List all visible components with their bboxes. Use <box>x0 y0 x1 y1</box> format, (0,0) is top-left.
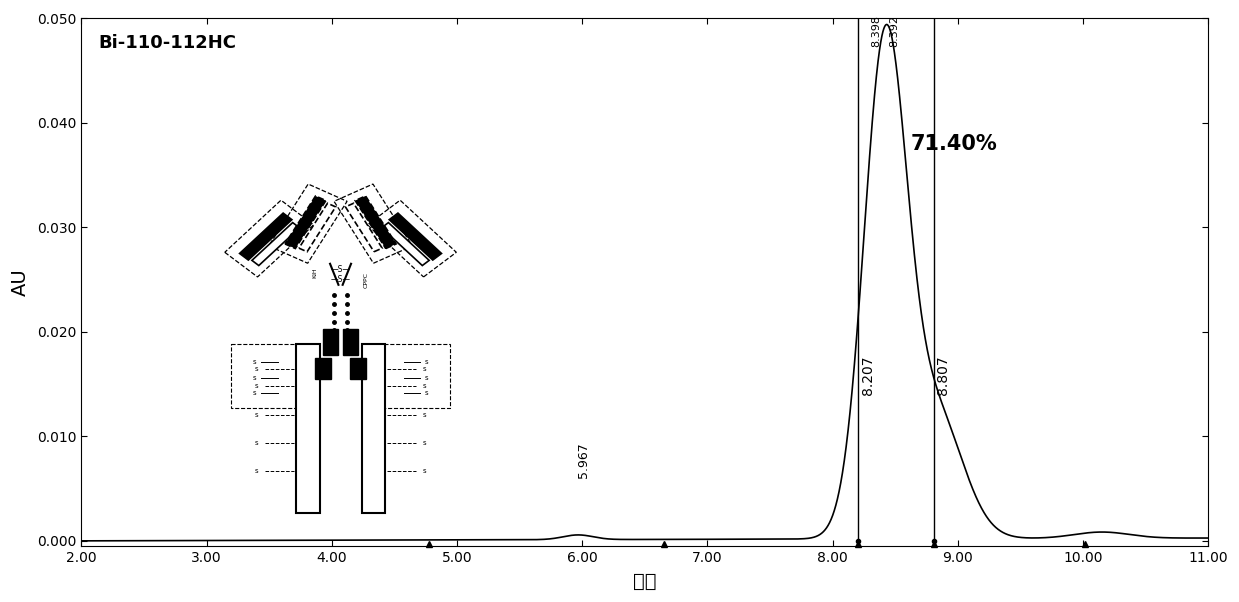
Text: 71.40%: 71.40% <box>911 134 997 154</box>
Y-axis label: AU: AU <box>11 268 30 296</box>
Text: 8.392: 8.392 <box>888 14 898 46</box>
Text: 8.207: 8.207 <box>861 355 875 394</box>
Text: 8.807: 8.807 <box>935 355 950 394</box>
Text: Bi-110-112HC: Bi-110-112HC <box>98 34 237 52</box>
Text: 8.398: 8.398 <box>871 14 881 46</box>
Text: 5.967: 5.967 <box>576 442 590 478</box>
X-axis label: 分钟: 分钟 <box>633 572 657 591</box>
